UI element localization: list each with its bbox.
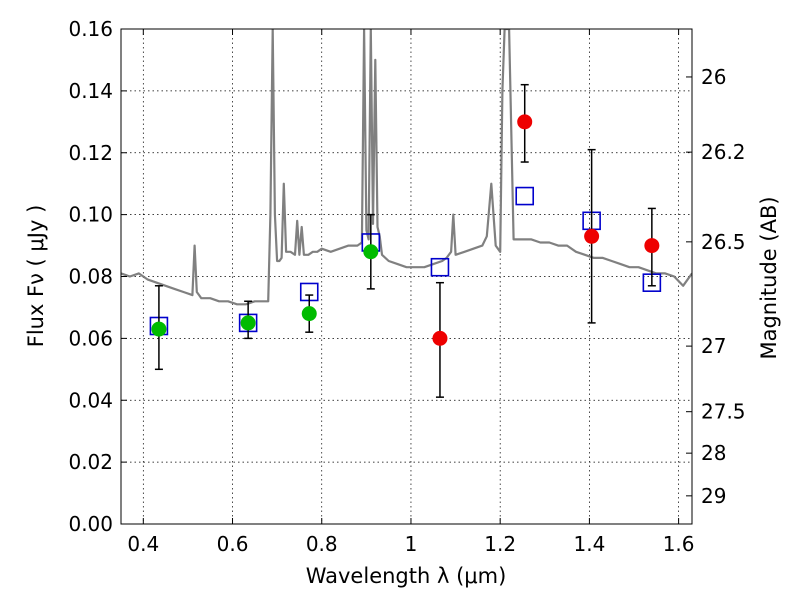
circle-marker [240, 315, 256, 331]
x-axis-title: Wavelength λ (μm) [306, 564, 507, 588]
y-tick-label: 0.06 [68, 326, 113, 350]
mag-tick-label: 27 [701, 334, 726, 358]
x-tick-label: 1.6 [663, 532, 695, 556]
y-tick-label: 0.04 [68, 388, 113, 412]
y-tick-label: 0.10 [68, 203, 113, 227]
y-tick-label: 0.12 [68, 141, 113, 165]
mag-tick-label: 27.5 [701, 400, 746, 424]
data-points [149, 83, 662, 398]
x-tick-label: 1 [405, 532, 418, 556]
mag-tick-label: 26 [701, 65, 726, 89]
circle-marker [432, 330, 448, 346]
x-tick-label: 1.4 [573, 532, 605, 556]
mag-tick-label: 26.2 [701, 140, 746, 164]
x-tick-label: 0.4 [127, 532, 159, 556]
spectrum [121, 29, 692, 306]
x-tick-label: 0.6 [217, 532, 249, 556]
mag-tick-label: 26.5 [701, 230, 746, 254]
circle-marker [644, 238, 660, 254]
axis-ticks: 0.4 0.6 0.8 1 1.2 1.4 1.6 0.00 0.02 0.04 0.06 0.08 0… [68, 17, 745, 556]
square-marker [515, 186, 535, 206]
y-tick-label: 0.00 [68, 512, 113, 536]
circle-marker [151, 321, 167, 337]
mag-tick-label: 29 [701, 484, 726, 508]
circle-marker [363, 244, 379, 260]
x-tick-label: 0.8 [306, 532, 338, 556]
y-tick-label: 0.08 [68, 265, 113, 289]
y-tick-label: 0.02 [68, 450, 113, 474]
y-tick-label: 0.14 [68, 79, 113, 103]
x-tick-label: 1.2 [484, 532, 516, 556]
spectrum-line [121, 29, 692, 306]
circle-marker [584, 228, 600, 244]
y-axis-title: Flux Fν ( μJy ) [24, 205, 48, 348]
square-marker [430, 257, 450, 277]
y-tick-label: 0.16 [68, 17, 113, 41]
mag-tick-label: 28 [701, 441, 726, 465]
grid [121, 28, 692, 525]
y2-axis-title: Magnitude (AB) [757, 196, 781, 359]
circle-marker [517, 114, 533, 130]
circle-marker [301, 306, 317, 322]
